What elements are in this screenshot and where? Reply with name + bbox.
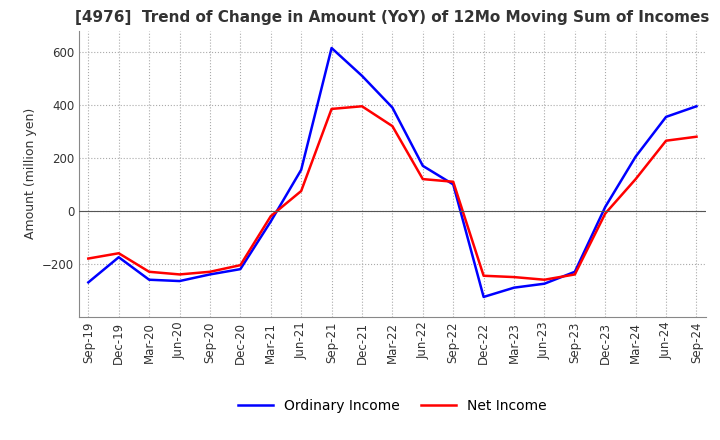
Ordinary Income (540, 281, 549, 286)
Ordinary Income (145, 277, 153, 282)
Ordinary Income (388, 105, 397, 110)
Net Income (570, 272, 579, 277)
Ordinary Income (449, 182, 457, 187)
Net Income (328, 106, 336, 112)
Net Income (692, 134, 701, 139)
Ordinary Income (84, 280, 93, 285)
Ordinary Income (631, 154, 640, 159)
Net Income (388, 124, 397, 129)
Net Income (540, 277, 549, 282)
Net Income (631, 176, 640, 182)
Ordinary Income (206, 272, 215, 277)
Y-axis label: Amount (million yen): Amount (million yen) (24, 108, 37, 239)
Line: Net Income: Net Income (89, 106, 696, 280)
Ordinary Income (480, 294, 488, 300)
Net Income (266, 213, 275, 219)
Ordinary Income (570, 269, 579, 275)
Net Income (601, 211, 610, 216)
Ordinary Income (266, 219, 275, 224)
Ordinary Income (510, 285, 518, 290)
Net Income (297, 188, 305, 194)
Legend: Ordinary Income, Net Income: Ordinary Income, Net Income (233, 393, 552, 418)
Net Income (114, 251, 123, 256)
Net Income (84, 256, 93, 261)
Ordinary Income (418, 163, 427, 169)
Ordinary Income (297, 167, 305, 172)
Ordinary Income (601, 204, 610, 209)
Line: Ordinary Income: Ordinary Income (89, 48, 696, 297)
Net Income (145, 269, 153, 275)
Net Income (510, 275, 518, 280)
Net Income (206, 269, 215, 275)
Ordinary Income (692, 104, 701, 109)
Net Income (358, 104, 366, 109)
Net Income (480, 273, 488, 279)
Ordinary Income (328, 45, 336, 51)
Net Income (662, 138, 670, 143)
Title: [4976]  Trend of Change in Amount (YoY) of 12Mo Moving Sum of Incomes: [4976] Trend of Change in Amount (YoY) o… (75, 11, 710, 26)
Net Income (236, 263, 245, 268)
Net Income (175, 272, 184, 277)
Ordinary Income (114, 255, 123, 260)
Net Income (449, 179, 457, 184)
Ordinary Income (358, 73, 366, 78)
Ordinary Income (175, 279, 184, 284)
Net Income (418, 176, 427, 182)
Ordinary Income (236, 267, 245, 272)
Ordinary Income (662, 114, 670, 120)
